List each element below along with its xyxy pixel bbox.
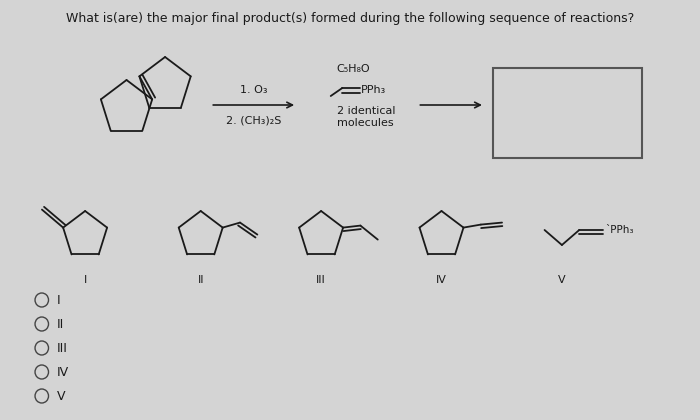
- Text: II: II: [197, 275, 204, 285]
- Text: V: V: [57, 389, 66, 402]
- Text: C₅H₈O: C₅H₈O: [337, 64, 370, 74]
- Text: IV: IV: [57, 365, 69, 378]
- Text: III: III: [316, 275, 326, 285]
- Text: 1. O₃: 1. O₃: [240, 85, 267, 95]
- Text: 2. (CH₃)₂S: 2. (CH₃)₂S: [226, 115, 281, 125]
- Text: 2 identical: 2 identical: [337, 106, 395, 116]
- Text: PPh₃: PPh₃: [360, 85, 386, 95]
- Text: What is(are) the major final product(s) formed during the following sequence of : What is(are) the major final product(s) …: [66, 12, 634, 25]
- Text: ˋPPh₃: ˋPPh₃: [606, 225, 634, 235]
- Text: molecules: molecules: [337, 118, 393, 128]
- Text: I: I: [57, 294, 61, 307]
- Text: IV: IV: [436, 275, 447, 285]
- Text: III: III: [57, 341, 68, 354]
- Text: I: I: [83, 275, 87, 285]
- Text: V: V: [558, 275, 566, 285]
- Bar: [493, 68, 642, 158]
- Text: II: II: [57, 318, 64, 331]
